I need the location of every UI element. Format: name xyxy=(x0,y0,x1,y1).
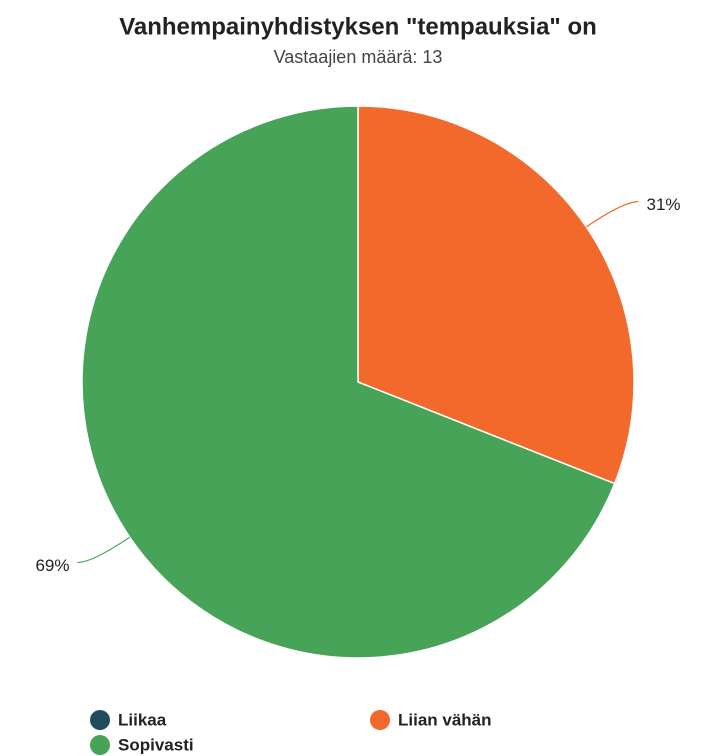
pie-slice xyxy=(357,105,635,485)
data-label: 31% xyxy=(646,195,680,214)
chart-subtitle: Vastaajien määrä: 13 xyxy=(274,47,443,67)
legend-swatch xyxy=(90,710,110,730)
legend-label: Sopivasti xyxy=(118,735,194,754)
leader-line xyxy=(77,536,131,564)
legend-swatch xyxy=(370,710,390,730)
leader-line xyxy=(585,200,639,228)
pie-slice xyxy=(81,105,616,659)
legend-label: Liikaa xyxy=(118,710,167,729)
chart-title: Vanhempainyhdistyksen "tempauksia" on xyxy=(119,13,597,40)
legend-label: Liian vähän xyxy=(398,710,492,729)
legend-swatch xyxy=(90,735,110,755)
data-label: 69% xyxy=(35,556,69,575)
